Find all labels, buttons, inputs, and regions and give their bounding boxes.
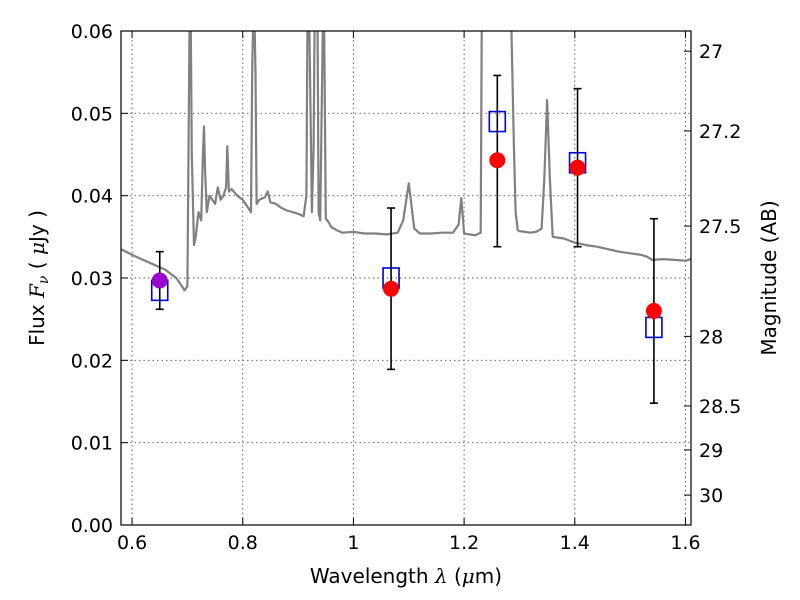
observed-flux-point <box>569 159 586 176</box>
y2-tick-label: 28.5 <box>699 396 741 418</box>
y-tick-label: 0.06 <box>71 21 113 43</box>
x-tick-label: 1 <box>347 532 359 554</box>
x-tick-label: 0.8 <box>228 532 258 554</box>
y-tick-label: 0.02 <box>71 350 113 372</box>
y-tick-label: 0.04 <box>71 186 113 208</box>
y2-tick-label: 27 <box>699 41 723 63</box>
x-tick-label: 1.4 <box>560 532 590 554</box>
observed-flux-point <box>151 272 168 289</box>
axis-ticks: 0.6 0.8 1 1.2 1.4 1.6 0.00 0.01 0.02 0.03 0.04 0.05… <box>71 21 742 554</box>
x-tick-label: 1.2 <box>449 532 479 554</box>
y2-tick-label: 29 <box>699 440 723 462</box>
y2-tick-label: 28 <box>699 326 723 348</box>
y2-axis-title: Magnitude (AB) <box>757 200 781 355</box>
model-spectrum-line <box>121 31 691 292</box>
x-tick-label: 1.6 <box>670 532 700 554</box>
y-tick-label: 0.00 <box>71 515 113 537</box>
x-tick-label: 0.6 <box>117 532 147 554</box>
y-tick-label: 0.03 <box>71 268 113 290</box>
x-axis-title: Wavelength λ (μm) <box>310 564 502 588</box>
y2-tick-label: 27.5 <box>699 216 741 238</box>
observed-flux-point <box>489 152 506 169</box>
y-tick-label: 0.05 <box>71 103 113 125</box>
observed-flux-point <box>645 302 662 319</box>
y-tick-label: 0.01 <box>71 433 113 455</box>
y2-tick-label: 27.2 <box>699 121 741 143</box>
y2-tick-label: 30 <box>699 485 723 507</box>
synthetic-flux-square <box>488 110 507 133</box>
plot-area <box>121 31 691 404</box>
observed-flux-point <box>383 280 400 297</box>
